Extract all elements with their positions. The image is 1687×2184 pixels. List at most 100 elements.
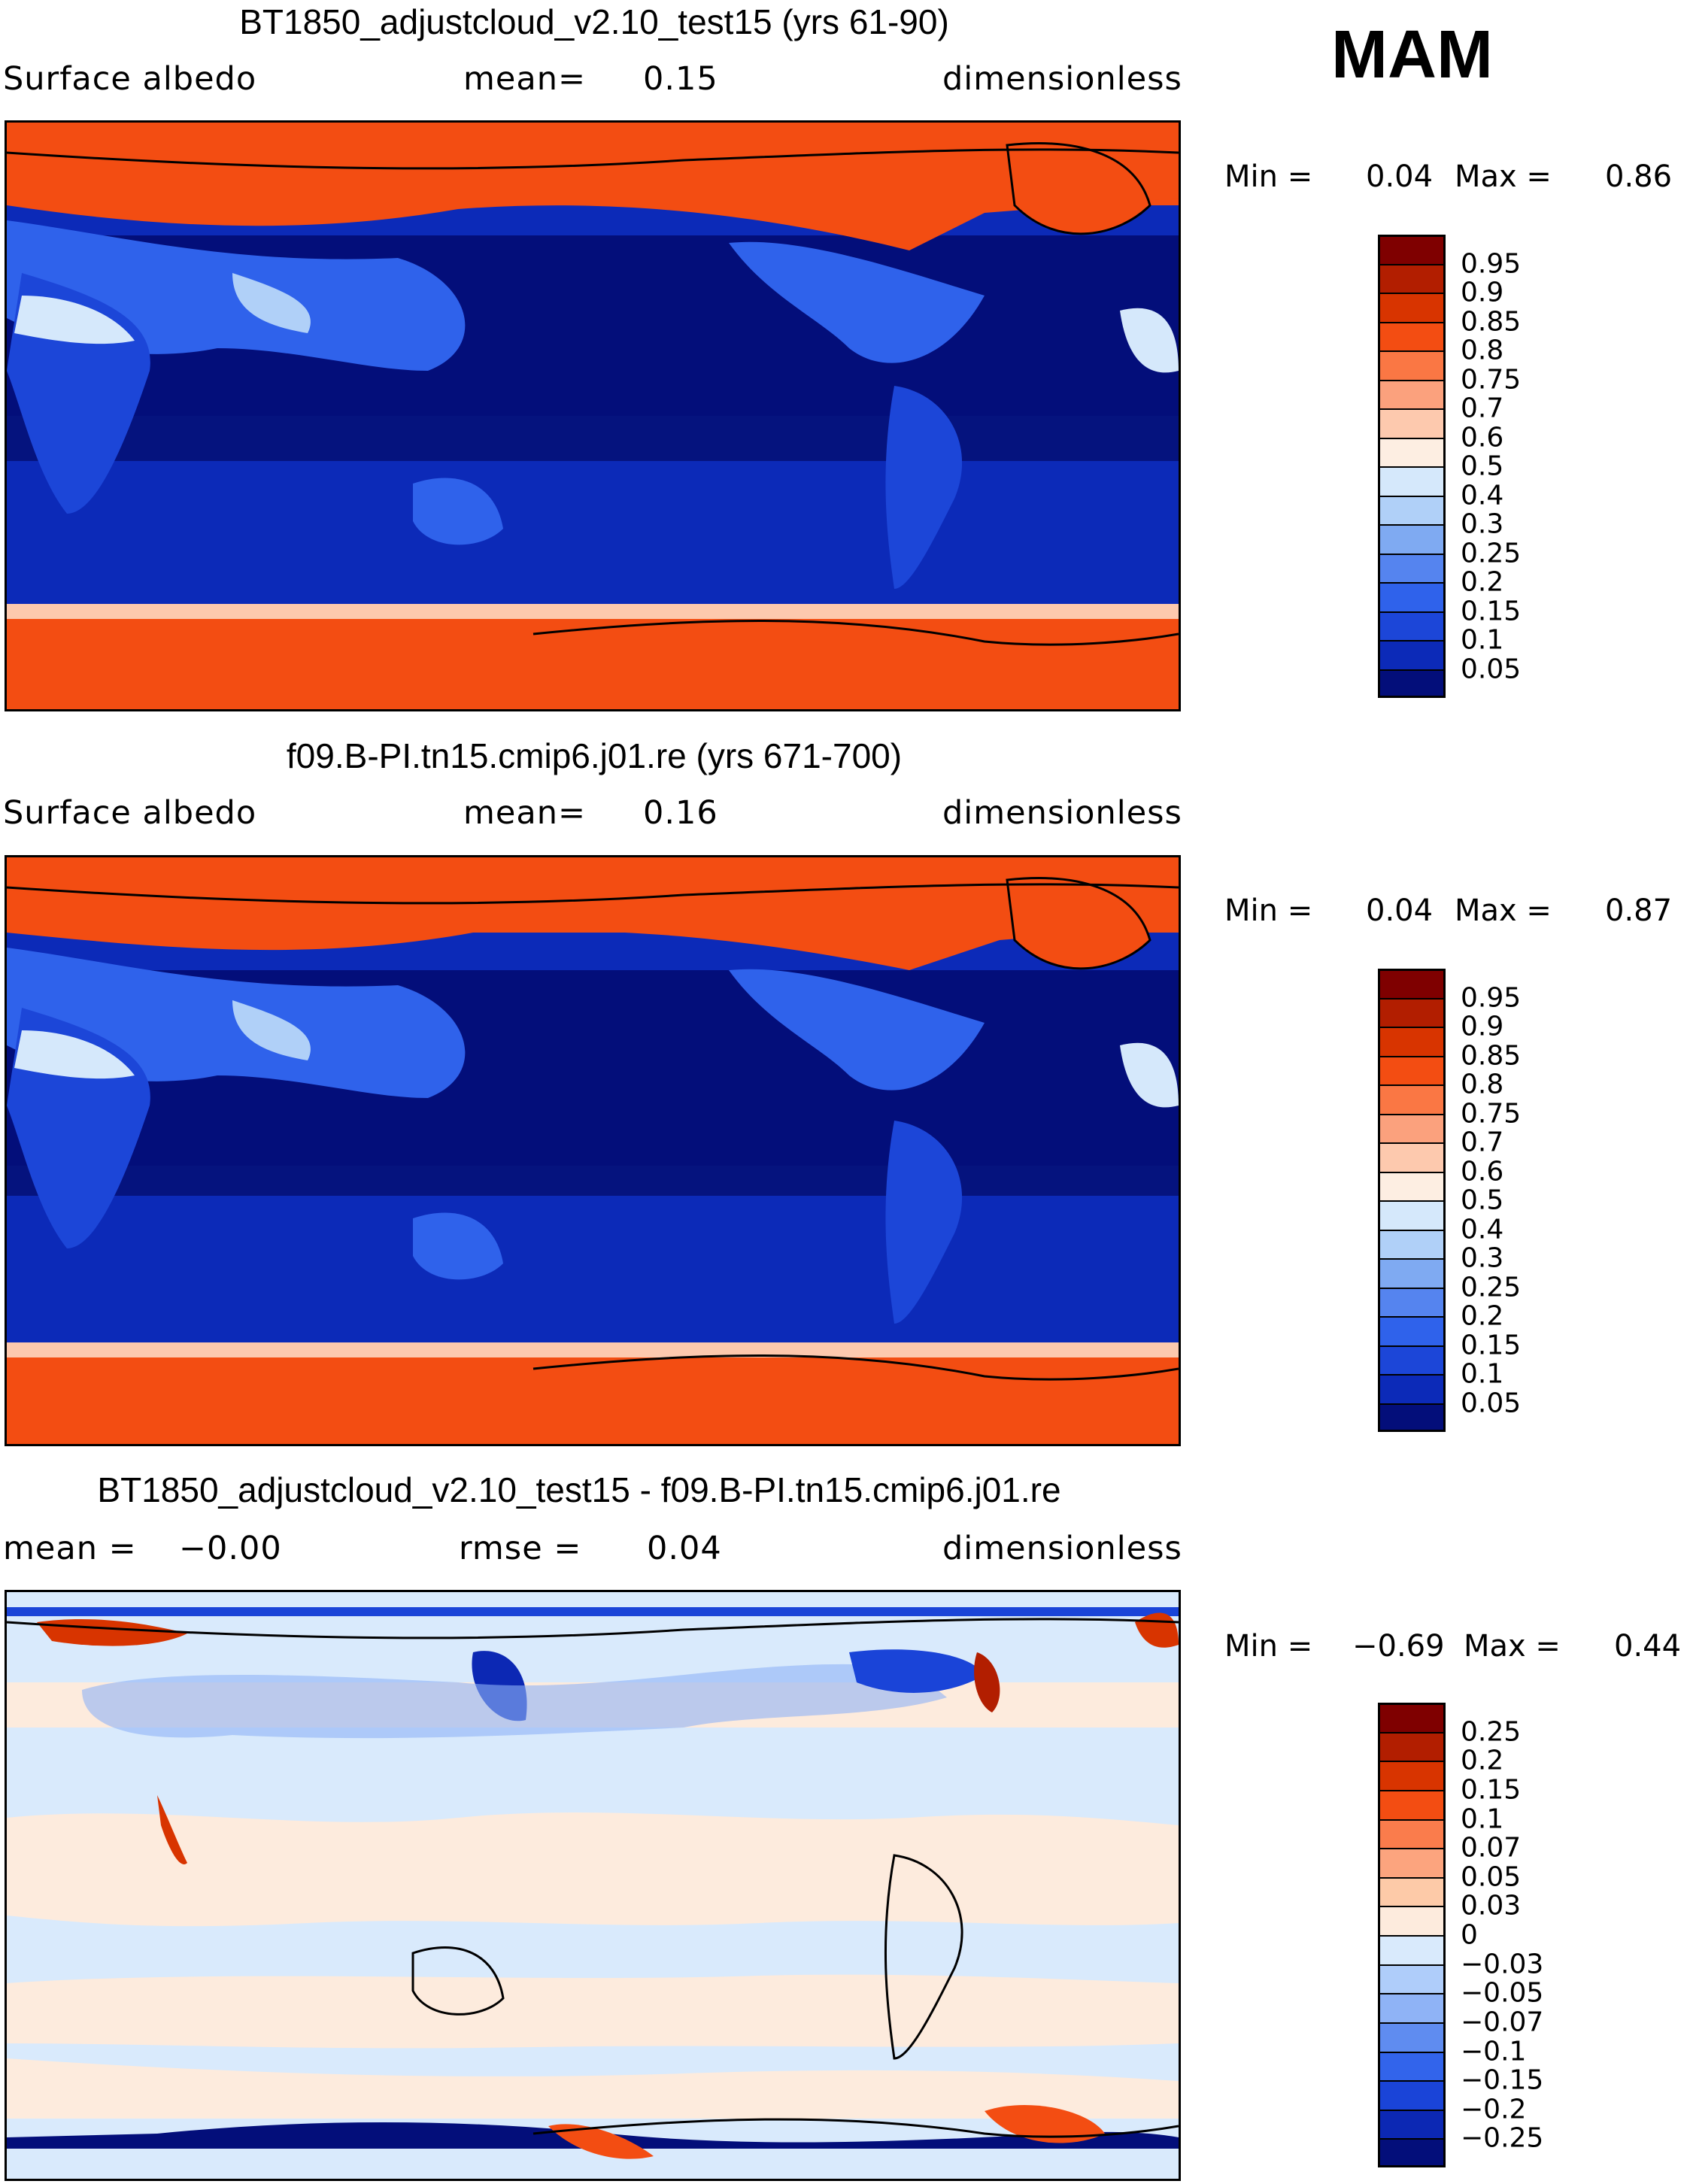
- colorbar-swatch: [1378, 350, 1446, 380]
- panel-3-min-label: Min =: [1224, 1629, 1313, 1664]
- colorbar-tick-label: 0.4: [1461, 480, 1504, 511]
- colorbar-swatch: [1378, 2138, 1446, 2167]
- colorbar-swatch: [1378, 466, 1446, 496]
- colorbar-frame: [1378, 969, 1446, 1432]
- panel-1-map: [5, 120, 1181, 711]
- colorbar-frame: [1378, 235, 1446, 698]
- colorbar-swatch: [1378, 1171, 1446, 1200]
- colorbar-swatch: [1378, 1876, 1446, 1906]
- panel-1-title: BT1850_adjustcloud_v2.10_test15 (yrs 61-…: [239, 2, 949, 41]
- colorbar-tick-label: −0.1: [1461, 2036, 1527, 2067]
- colorbar-tick-label: −0.2: [1461, 2094, 1527, 2125]
- colorbar-tick-label: 0.05: [1461, 654, 1522, 684]
- colorbar-tick-label: 0.25: [1461, 1716, 1522, 1748]
- panel-2-max-value: 0.87: [1605, 893, 1673, 928]
- colorbar-tick-label: −0.25: [1461, 2122, 1544, 2154]
- colorbar-swatch: [1378, 1055, 1446, 1084]
- colorbar-tick-label: 0.95: [1461, 248, 1522, 279]
- colorbar-tick-label: 0.4: [1461, 1214, 1504, 1245]
- colorbar-swatch: [1378, 408, 1446, 438]
- colorbar-tick-label: 0.2: [1461, 1300, 1504, 1332]
- colorbar-swatch: [1378, 1403, 1446, 1432]
- colorbar-swatch: [1378, 1200, 1446, 1230]
- colorbar-swatch: [1378, 1229, 1446, 1258]
- colorbar-swatch: [1378, 524, 1446, 554]
- colorbar-tick-label: 0.3: [1461, 508, 1504, 540]
- panel-2-max-label: Max =: [1455, 893, 1552, 928]
- panel-1-max-label: Max =: [1455, 159, 1552, 194]
- colorbar-tick-label: 0.2: [1461, 566, 1504, 598]
- colorbar-tick-label: 0.85: [1461, 306, 1522, 337]
- colorbar-tick-label: 0.75: [1461, 1098, 1522, 1129]
- panel-1-mean-label: mean=: [463, 60, 586, 98]
- colorbar-tick-label: 0.6: [1461, 1156, 1504, 1187]
- colorbar-swatch: [1378, 235, 1446, 264]
- panel-3-title: BT1850_adjustcloud_v2.10_test15 - f09.B-…: [97, 1470, 1061, 1509]
- colorbar-tick-label: −0.15: [1461, 2064, 1544, 2096]
- colorbar-swatch: [1378, 1935, 1446, 1964]
- colorbar-swatch: [1378, 1084, 1446, 1114]
- colorbar-tick-label: 0.7: [1461, 1127, 1504, 1158]
- panel-2-mean-value: 0.16: [643, 794, 718, 832]
- panel-1-min-value: 0.04: [1366, 159, 1434, 194]
- colorbar-swatch: [1378, 293, 1446, 322]
- panel-2-map: [5, 855, 1181, 1446]
- season-label: MAM: [1331, 17, 1493, 93]
- colorbar-swatch: [1378, 997, 1446, 1027]
- colorbar-swatch: [1378, 1113, 1446, 1142]
- colorbar-swatch: [1378, 1993, 1446, 2022]
- colorbar-tick-label: 0.85: [1461, 1040, 1522, 1071]
- panel-3-max-label: Max =: [1464, 1629, 1561, 1664]
- colorbar-swatch: [1378, 1731, 1446, 1761]
- colorbar-swatch: [1378, 2051, 1446, 2081]
- colorbar-swatch: [1378, 1316, 1446, 1345]
- colorbar-swatch: [1378, 1848, 1446, 1877]
- panel-2-min-label: Min =: [1224, 893, 1313, 928]
- panel-1-colorbar: [1378, 235, 1446, 698]
- colorbar-tick-label: 0.9: [1461, 277, 1504, 308]
- colorbar-swatch: [1378, 1761, 1446, 1790]
- colorbar-tick-label: 0.8: [1461, 335, 1504, 366]
- colorbar-swatch: [1378, 969, 1446, 998]
- colorbar-tick-label: 0: [1461, 1919, 1478, 1951]
- panel-2-variable: Surface albedo: [3, 794, 257, 832]
- panel-1-min-label: Min =: [1224, 159, 1313, 194]
- colorbar-tick-label: 0.05: [1461, 1861, 1522, 1893]
- panel-3-rmse-value: 0.04: [647, 1530, 722, 1567]
- panel-3-max-value: 0.44: [1614, 1629, 1682, 1664]
- colorbar-swatch: [1378, 1703, 1446, 1732]
- panel-2-units: dimensionless: [942, 794, 1182, 832]
- colorbar-swatch: [1378, 553, 1446, 582]
- colorbar-swatch: [1378, 495, 1446, 524]
- panel-3-rmse-label: rmse =: [459, 1530, 582, 1567]
- colorbar-tick-label: 0.6: [1461, 422, 1504, 453]
- panel-1-mean-value: 0.15: [643, 60, 718, 98]
- colorbar-tick-label: 0.15: [1461, 1330, 1522, 1360]
- panel-1-max-value: 0.86: [1605, 159, 1673, 194]
- colorbar-tick-label: 0.7: [1461, 393, 1504, 424]
- colorbar-swatch: [1378, 1818, 1446, 1849]
- colorbar-tick-label: 0.1: [1461, 624, 1504, 656]
- colorbar-frame: [1378, 1703, 1446, 2167]
- colorbar-tick-label: 0.1: [1461, 1803, 1504, 1834]
- panel-1-variable: Surface albedo: [3, 60, 257, 98]
- colorbar-tick-label: 0.25: [1461, 1272, 1522, 1303]
- colorbar-swatch: [1378, 2022, 1446, 2052]
- colorbar-swatch: [1378, 582, 1446, 611]
- colorbar-tick-label: −0.07: [1461, 2007, 1544, 2038]
- colorbar-tick-label: −0.05: [1461, 1977, 1544, 2009]
- panel-2-colorbar: [1378, 969, 1446, 1432]
- panel-3-colorbar: [1378, 1703, 1446, 2167]
- panel-3-units: dimensionless: [942, 1530, 1182, 1567]
- colorbar-tick-label: −0.03: [1461, 1949, 1544, 1980]
- colorbar-tick-label: 0.3: [1461, 1242, 1504, 1274]
- colorbar-tick-label: 0.75: [1461, 364, 1522, 395]
- panel-2-title: f09.B-PI.tn15.cmip6.j01.re (yrs 671-700): [286, 736, 903, 775]
- colorbar-swatch: [1378, 2080, 1446, 2110]
- colorbar-swatch: [1378, 2109, 1446, 2139]
- colorbar-swatch: [1378, 1345, 1446, 1374]
- colorbar-swatch: [1378, 1374, 1446, 1403]
- panel-2-min-value: 0.04: [1366, 893, 1434, 928]
- panel-3-mean-value: −0.00: [179, 1530, 282, 1567]
- colorbar-tick-label: 0.2: [1461, 1745, 1504, 1776]
